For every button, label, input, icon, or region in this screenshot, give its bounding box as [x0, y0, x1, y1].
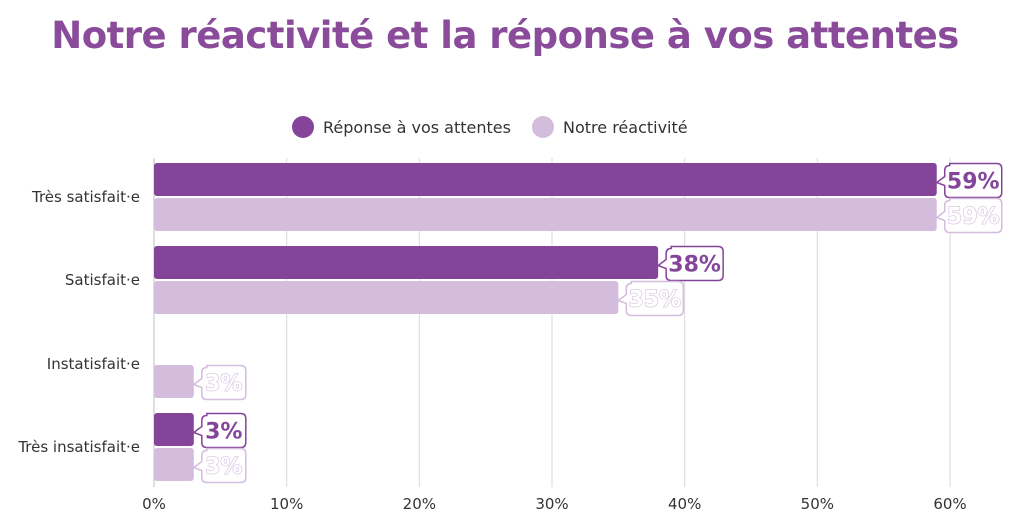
x-tick-label: 0% [142, 495, 166, 513]
category-label: Très insatisfait·e [17, 438, 140, 456]
data-label-bubble [192, 447, 247, 484]
data-label-bubble [935, 162, 1003, 199]
x-tick-label: 40% [668, 495, 701, 513]
data-label: 3% [205, 455, 242, 480]
bar-reponse [154, 246, 659, 279]
bar-reponse [154, 413, 194, 446]
data-label-bubble [935, 197, 1003, 234]
bar-reactivite [154, 365, 194, 398]
legend-swatch-dark [292, 116, 314, 138]
data-label-bubble [656, 245, 724, 282]
legend-label: Réponse à vos attentes [323, 117, 511, 137]
data-label: 3% [205, 420, 242, 445]
x-tick-label: 30% [535, 495, 568, 513]
chart-title: Notre réactivité et la réponse à vos att… [51, 14, 959, 57]
data-label: 35% [628, 288, 681, 313]
data-label: 38% [668, 253, 721, 278]
bar-reactivite [154, 281, 619, 314]
x-tick-label: 50% [801, 495, 834, 513]
data-label-bubble [192, 364, 247, 401]
bar-reponse [154, 163, 937, 196]
legend: Réponse à vos attentes Notre réactivité [0, 112, 1024, 142]
category-label: Instatisfait·e [47, 355, 140, 373]
category-label: Satisfait·e [65, 271, 140, 289]
x-tick-label: 20% [403, 495, 436, 513]
bar-reactivite [154, 198, 937, 231]
data-label-bubble [616, 280, 685, 317]
legend-label: Notre réactivité [563, 117, 688, 137]
data-label-bubble [192, 412, 247, 449]
data-label: 3% [205, 372, 242, 397]
x-tick-label: 10% [270, 495, 303, 513]
x-tick-label: 60% [933, 495, 966, 513]
legend-item-series-1: Réponse à vos attentes [292, 112, 511, 142]
legend-swatch-light [532, 116, 554, 138]
data-label: 59% [947, 170, 1000, 195]
bar-reactivite [154, 448, 194, 481]
legend-item-series-2: Notre réactivité [532, 112, 688, 142]
data-label: 59% [947, 205, 1000, 230]
category-label: Très satisfait·e [31, 188, 140, 206]
